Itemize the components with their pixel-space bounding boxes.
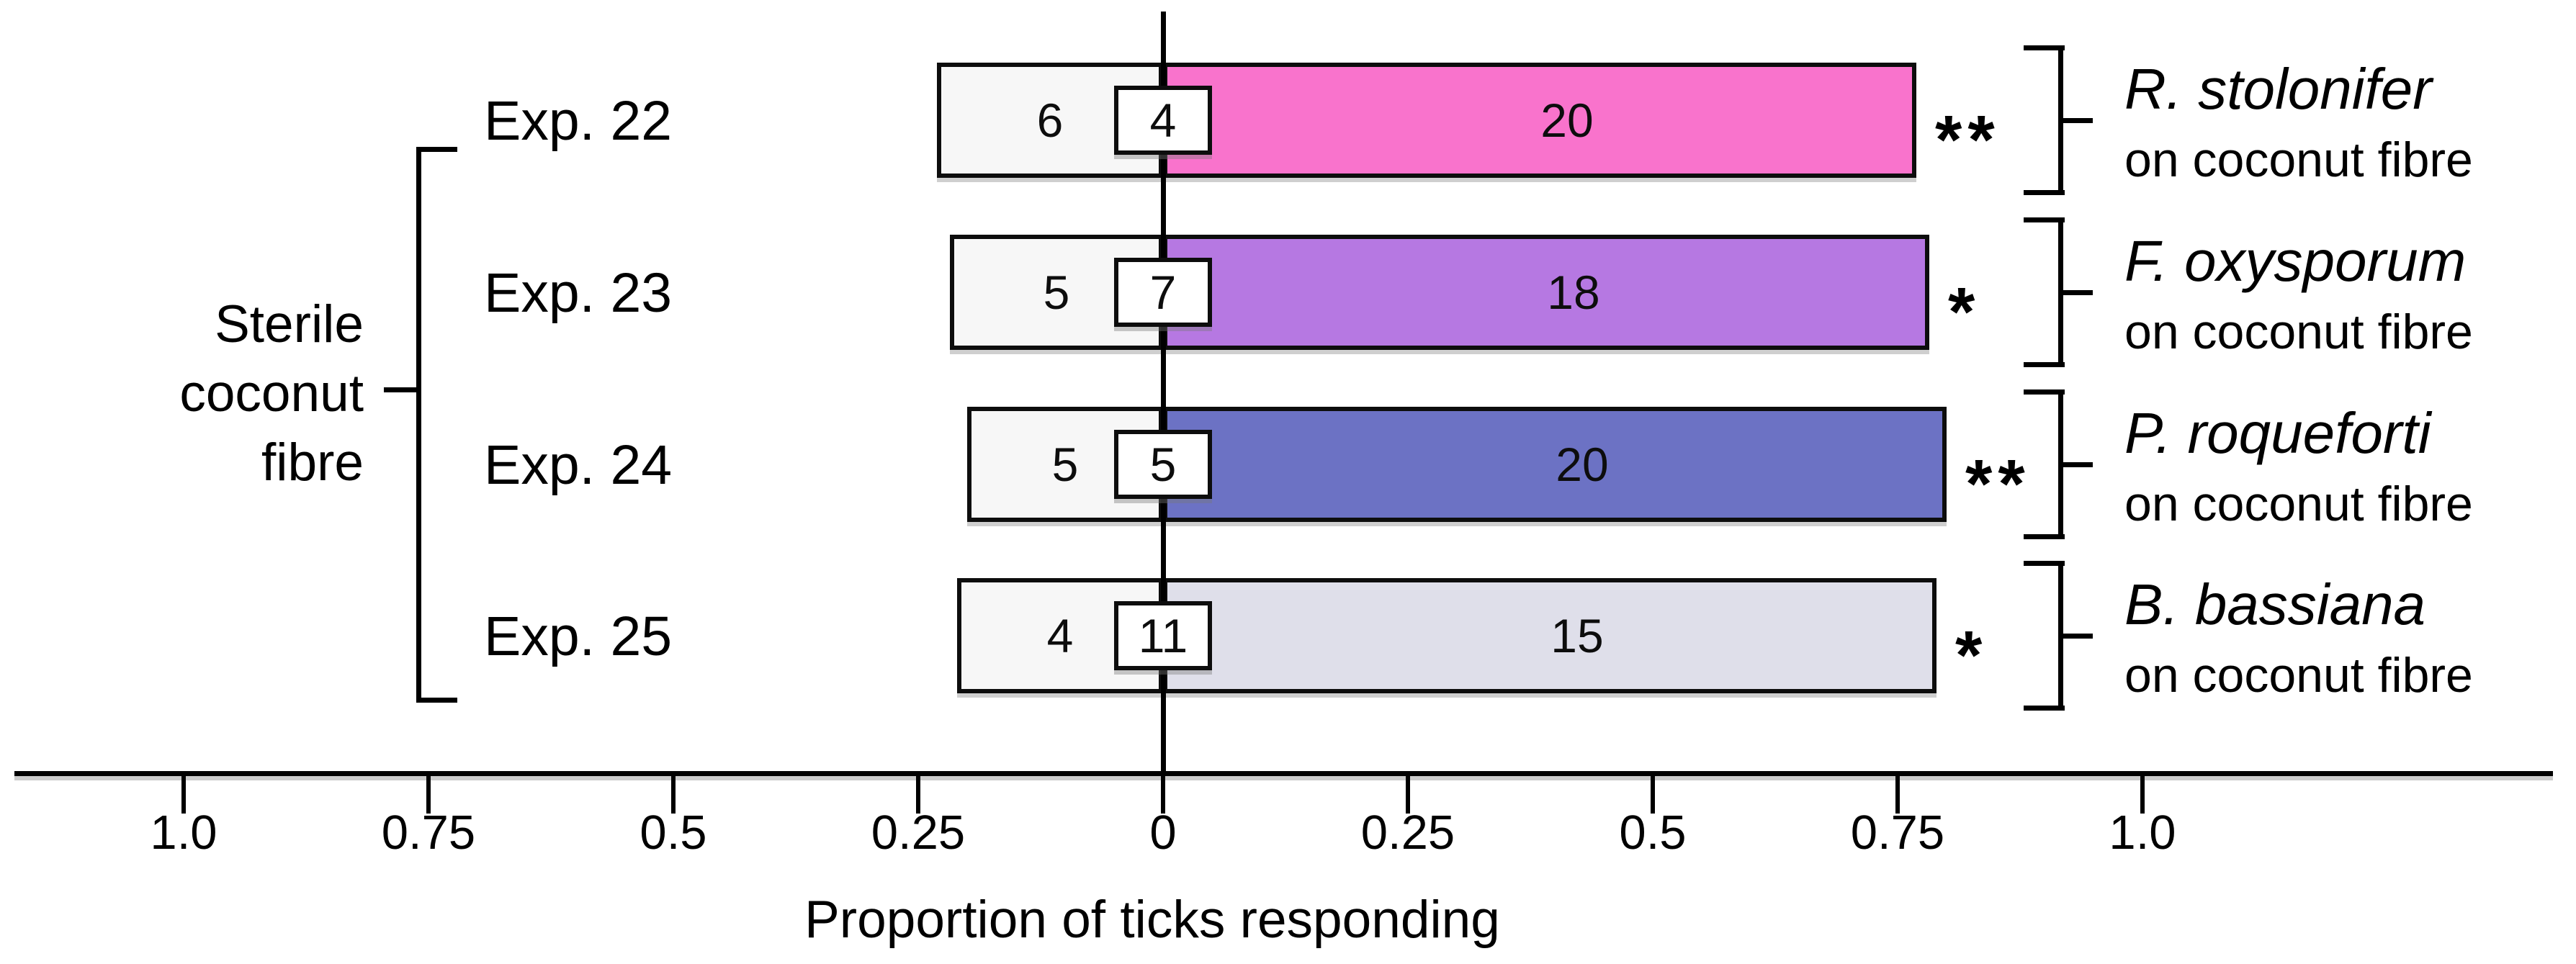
left-count-label: 5 <box>1043 266 1070 319</box>
no-choice-count-label: 7 <box>1149 266 1177 319</box>
no-choice-box: 5 <box>1114 430 1212 499</box>
right-bar: 15 <box>1163 578 1937 693</box>
row-bracket-line <box>2058 561 2063 711</box>
row-bracket-bottom-cap <box>2024 706 2065 711</box>
axis-tick <box>916 773 920 814</box>
axis-tick-label: 1.0 <box>2109 806 2176 860</box>
row-bracket-mid-tick <box>2063 118 2093 123</box>
axis-tick <box>1161 773 1165 814</box>
group-label: Sterile coconut fibre <box>72 290 364 497</box>
experiment-label: Exp. 22 <box>484 90 673 152</box>
species-sublabel: on coconut fibre <box>2124 477 2473 531</box>
no-choice-count-label: 11 <box>1138 609 1188 662</box>
species-label: P. roqueforti <box>2124 401 2431 465</box>
species-sublabel: on coconut fibre <box>2124 305 2473 359</box>
axis-tick-label: 0.75 <box>1850 806 1945 860</box>
group-bracket-line <box>416 147 421 703</box>
axis-tick <box>1406 773 1410 814</box>
species-label: B. bassiana <box>2124 572 2426 636</box>
species-label: R. stolonifer <box>2124 57 2432 121</box>
left-count-label: 4 <box>1046 609 1074 662</box>
group-label-line-1: Sterile <box>215 295 364 353</box>
zero-axis-line <box>1161 12 1166 776</box>
axis-tick <box>2140 773 2145 814</box>
axis-tick <box>671 773 676 814</box>
experiment-label: Exp. 23 <box>484 262 673 324</box>
significance-marker: ** <box>1965 446 2031 523</box>
species-label: F. oxysporum <box>2124 229 2467 293</box>
right-count-label: 20 <box>1540 94 1594 147</box>
significance-marker: * <box>1948 274 1981 351</box>
no-choice-count-label: 5 <box>1149 438 1177 491</box>
right-count-label: 15 <box>1550 609 1604 662</box>
x-axis-line <box>14 771 2553 776</box>
axis-tick <box>1651 773 1655 814</box>
no-choice-box: 11 <box>1114 601 1212 670</box>
group-bracket-top-cap <box>416 147 457 152</box>
axis-tick-label: 0.75 <box>381 806 476 860</box>
axis-tick <box>181 773 186 814</box>
row-bracket-top-cap <box>2024 45 2065 50</box>
row-bracket-bottom-cap <box>2024 362 2065 367</box>
axis-tick-label: 0.5 <box>639 806 707 860</box>
row-bracket-mid-tick <box>2063 462 2093 467</box>
right-bar: 20 <box>1163 407 1947 522</box>
no-choice-box: 4 <box>1114 86 1212 155</box>
row-bracket-line <box>2058 45 2063 195</box>
significance-marker: * <box>1955 617 1988 694</box>
row-bracket-line <box>2058 217 2063 367</box>
x-axis-title: Proportion of ticks responding <box>804 891 1500 949</box>
row-bracket-line <box>2058 389 2063 539</box>
group-label-line-3: fibre <box>261 433 364 492</box>
axis-tick-label: 0.25 <box>871 806 966 860</box>
axis-tick-label: 0.25 <box>1360 806 1455 860</box>
axis-tick <box>426 773 431 814</box>
row-bracket-mid-tick <box>2063 634 2093 639</box>
right-count-label: 18 <box>1547 266 1600 319</box>
group-bracket-mid-tick <box>384 387 416 392</box>
group-label-line-2: coconut <box>179 364 364 423</box>
no-choice-box: 7 <box>1114 258 1212 327</box>
significance-marker: ** <box>1935 102 2001 179</box>
no-choice-count-label: 4 <box>1149 94 1177 147</box>
species-sublabel: on coconut fibre <box>2124 648 2473 703</box>
experiment-label: Exp. 24 <box>484 434 673 496</box>
row-bracket-top-cap <box>2024 389 2065 395</box>
species-sublabel: on coconut fibre <box>2124 132 2473 187</box>
axis-tick-label: 0.5 <box>1619 806 1687 860</box>
right-bar: 20 <box>1163 63 1916 178</box>
row-bracket-mid-tick <box>2063 290 2093 295</box>
axis-tick-label: 1.0 <box>150 806 217 860</box>
axis-tick <box>1895 773 1900 814</box>
experiment-label: Exp. 25 <box>484 605 673 667</box>
row-bracket-top-cap <box>2024 561 2065 566</box>
right-count-label: 20 <box>1556 438 1609 491</box>
row-bracket-top-cap <box>2024 217 2065 222</box>
left-count-label: 6 <box>1036 94 1064 147</box>
axis-tick-label: 0 <box>1149 806 1177 860</box>
group-bracket-bottom-cap <box>416 698 457 703</box>
left-bar: 6 <box>937 63 1163 178</box>
right-bar: 18 <box>1163 235 1929 350</box>
left-bar: 5 <box>967 407 1163 522</box>
left-count-label: 5 <box>1051 438 1079 491</box>
row-bracket-bottom-cap <box>2024 534 2065 539</box>
row-bracket-bottom-cap <box>2024 190 2065 195</box>
